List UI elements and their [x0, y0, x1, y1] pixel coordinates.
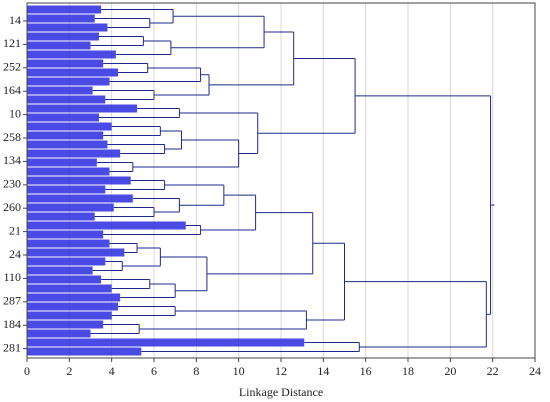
- x-tick-label: 4: [109, 364, 115, 378]
- leaf-cluster: [27, 5, 102, 14]
- leaf-cluster: [27, 167, 110, 176]
- y-tick-label: 121: [3, 36, 21, 50]
- leaf-cluster: [27, 347, 142, 356]
- x-tick-label: 6: [151, 364, 157, 378]
- leaf-cluster: [27, 104, 138, 113]
- x-axis-label: Linkage Distance: [239, 385, 323, 399]
- y-tick-label: 258: [3, 130, 21, 144]
- leaf-cluster: [27, 32, 99, 41]
- leaf-cluster: [27, 23, 108, 32]
- leaf-cluster: [27, 266, 93, 275]
- y-tick-label: 110: [3, 270, 21, 284]
- y-tick-label: 230: [3, 177, 21, 191]
- plot-frame: [26, 2, 536, 359]
- leaf-cluster: [27, 131, 104, 140]
- x-tick-label: 0: [24, 364, 30, 378]
- y-tick-label: 260: [3, 200, 21, 214]
- leaf-cluster: [27, 257, 106, 266]
- leaf-cluster: [27, 176, 131, 185]
- x-tick-label: 2: [66, 364, 72, 378]
- leaf-cluster: [27, 203, 114, 212]
- y-tick-label: 184: [3, 317, 21, 331]
- leaf-cluster: [27, 221, 186, 230]
- leaf-cluster: [27, 86, 93, 95]
- y-tick-label: 14: [9, 13, 21, 27]
- leaf-cluster: [27, 149, 121, 158]
- y-tick-label: 252: [3, 60, 21, 74]
- leaf-cluster: [27, 158, 97, 167]
- y-tick-label: 10: [9, 106, 21, 120]
- leaf-cluster: [27, 239, 110, 248]
- y-tick-label: 287: [3, 294, 21, 308]
- leaf-cluster: [27, 113, 99, 122]
- leaf-cluster: [27, 77, 110, 86]
- leaf-cluster: [27, 185, 106, 194]
- leaf-cluster: [27, 230, 104, 239]
- leaf-cluster: [27, 95, 106, 104]
- x-tick-label: 16: [360, 364, 372, 378]
- y-tick-label: 281: [3, 340, 21, 354]
- leaf-cluster: [27, 68, 119, 77]
- x-tick-label: 14: [317, 364, 329, 378]
- leaf-cluster: [27, 248, 125, 257]
- leaf-cluster: [27, 302, 119, 311]
- leaf-cluster: [27, 14, 95, 23]
- leaf-cluster: [27, 320, 104, 329]
- leaf-cluster: [27, 140, 108, 149]
- leaf-cluster: [27, 41, 91, 50]
- leaf-cluster: [27, 275, 102, 284]
- y-tick-label: 164: [3, 83, 21, 97]
- x-tick-label: 10: [233, 364, 245, 378]
- x-tick-label: 12: [275, 364, 287, 378]
- y-tick-label: 24: [9, 247, 21, 261]
- x-tick-label: 24: [529, 364, 541, 378]
- x-tick-label: 18: [402, 364, 414, 378]
- y-tick-label: 134: [3, 153, 21, 167]
- leaf-cluster: [27, 50, 116, 59]
- y-tick-label: 21: [9, 223, 21, 237]
- leaf-cluster: [27, 284, 112, 293]
- leaf-cluster: [27, 311, 112, 320]
- x-tick-label: 8: [193, 364, 199, 378]
- x-tick-label: 20: [444, 364, 456, 378]
- leaf-cluster: [27, 293, 121, 302]
- leaf-cluster: [27, 194, 133, 203]
- leaf-cluster: [27, 59, 104, 68]
- leaf-cluster: [27, 122, 112, 131]
- leaf-cluster: [27, 329, 91, 338]
- x-tick-label: 22: [487, 364, 499, 378]
- leaf-cluster: [27, 212, 95, 221]
- leaf-cluster: [27, 338, 305, 347]
